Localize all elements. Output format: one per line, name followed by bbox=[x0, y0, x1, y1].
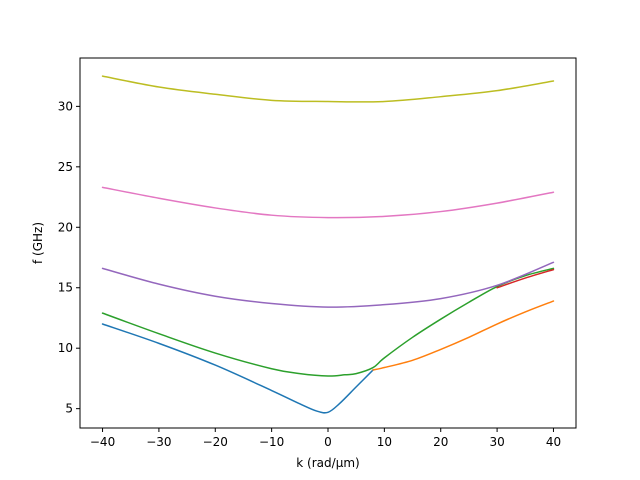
y-tick-label: 15 bbox=[58, 281, 73, 295]
x-tick-label: 0 bbox=[324, 435, 332, 449]
series-line-3 bbox=[101, 267, 555, 377]
y-tick-label: 25 bbox=[58, 160, 73, 174]
series-line-4 bbox=[496, 268, 555, 289]
series-line-1 bbox=[101, 323, 374, 414]
x-tick-label: −40 bbox=[90, 435, 115, 449]
x-tick-label: 40 bbox=[546, 435, 561, 449]
series-line-6 bbox=[101, 186, 555, 219]
series-layer bbox=[101, 75, 555, 414]
x-axis-ticks: −40 −30 −20 −10 0 10 20 30 40 bbox=[90, 428, 561, 449]
x-tick-label: −20 bbox=[203, 435, 228, 449]
x-tick-label: −10 bbox=[259, 435, 284, 449]
x-tick-label: 10 bbox=[377, 435, 392, 449]
series-line-2 bbox=[372, 300, 555, 371]
series-line-5 bbox=[101, 261, 555, 308]
series-line-7 bbox=[101, 75, 555, 103]
y-axis-ticks: 5 10 15 20 25 30 bbox=[58, 99, 80, 416]
x-tick-label: 20 bbox=[433, 435, 448, 449]
y-tick-label: 30 bbox=[58, 99, 73, 113]
y-tick-label: 10 bbox=[58, 341, 73, 355]
y-tick-label: 20 bbox=[58, 220, 73, 234]
x-axis-label: k (rad/μm) bbox=[296, 456, 359, 470]
x-tick-label: 30 bbox=[489, 435, 504, 449]
y-axis-label: f (GHz) bbox=[31, 222, 45, 264]
y-tick-label: 5 bbox=[65, 402, 73, 416]
x-tick-label: −30 bbox=[146, 435, 171, 449]
